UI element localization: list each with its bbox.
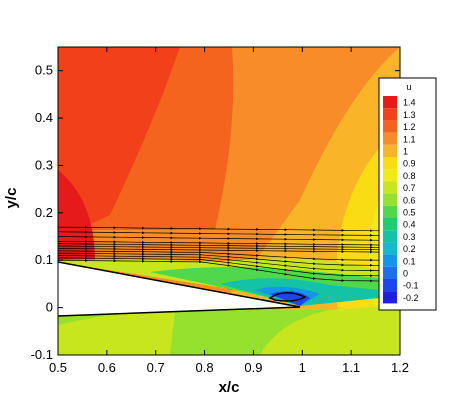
legend-label: 0.5 [403,208,416,218]
legend-swatch [383,254,397,267]
y-tick-label: 0 [46,300,53,315]
legend-variable: u [406,82,411,92]
streamline [58,230,400,237]
legend-label: -0.1 [403,281,419,291]
streamline [58,240,400,247]
legend-label: 1.2 [403,122,416,132]
plot-area [58,47,400,355]
legend-swatch [383,132,397,145]
x-tick-label: 0.5 [49,360,67,375]
legend-swatch [383,181,397,194]
legend-label: 0.2 [403,244,416,254]
legend-swatch [383,242,397,255]
y-tick-label: 0.2 [35,205,53,220]
legend-swatch [383,193,397,206]
colorbar-legend: u 1.4 1.3 1.2 1.1 1 0.9 0.8 0.7 0.6 0.5 0.4 0.3 0.2 0… [378,77,437,311]
y-tick-label: 0.1 [35,252,53,267]
legend-label: -0.2 [403,293,419,303]
legend-swatch [383,120,397,133]
x-tick-label: 0.8 [196,360,214,375]
legend-label: 1.3 [403,110,416,120]
streamlines [58,225,400,283]
recirculation-loop [268,292,307,302]
legend-swatch [383,266,397,279]
y-axis-ticks: -0.1 0 0.1 0.2 0.3 0.4 0.5 [31,63,400,362]
lower-band-0.8 [58,311,175,355]
legend-swatch [383,218,397,231]
legend-swatch [383,169,397,182]
legend-label: 0.8 [403,171,416,181]
legend-swatch [383,144,397,157]
legend-label: 0.1 [403,256,416,266]
legend-swatch [383,291,397,304]
x-tick-label: 0.9 [244,360,262,375]
streamline [58,235,400,242]
x-tick-label: 1 [299,360,306,375]
x-tick-label: 0.6 [98,360,116,375]
x-tick-label: 1.2 [391,360,409,375]
legend-label: 0 [403,269,408,279]
y-tick-label: 0.5 [35,63,53,78]
x-tick-label: 0.7 [147,360,165,375]
legend-label: 0.7 [403,183,416,193]
y-tick-label: 0.4 [35,110,53,125]
legend-swatch [383,230,397,243]
legend-swatch [383,96,397,109]
streamline [58,225,400,233]
y-axis-label: y/c [3,188,20,209]
legend-swatch [383,205,397,218]
legend-swatches: 1.4 1.3 1.2 1.1 1 0.9 0.8 0.7 0.6 0.5 0.4 0.3 0.2 0.1… [383,96,419,304]
y-tick-label: -0.1 [31,347,53,362]
legend-label: 0.3 [403,232,416,242]
x-axis-label: x/c [219,379,240,396]
legend-label: 1 [403,147,408,157]
legend-label: 0.6 [403,195,416,205]
legend-label: 1.1 [403,134,416,144]
legend-label: 1.4 [403,98,416,108]
legend-label: 0.9 [403,159,416,169]
legend-swatch [383,157,397,170]
x-tick-label: 1.1 [342,360,360,375]
contour-band-1.3 [58,47,180,240]
x-axis-ticks: 0.5 0.6 0.7 0.8 0.9 1 1.1 1.2 [49,47,409,375]
lower-band-0.9 [260,305,400,355]
y-tick-label: 0.3 [35,157,53,172]
legend-swatch [383,279,397,292]
legend-label: 0.4 [403,220,416,230]
legend-swatch [383,108,397,121]
